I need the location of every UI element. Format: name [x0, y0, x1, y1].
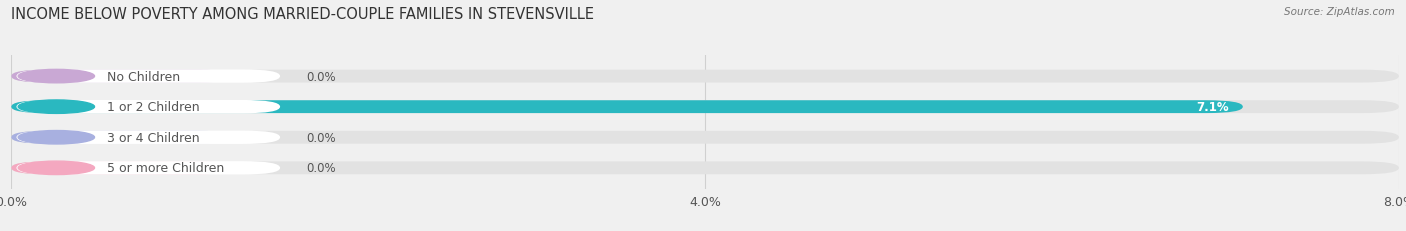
Text: 0.0%: 0.0%	[307, 131, 336, 144]
Text: Source: ZipAtlas.com: Source: ZipAtlas.com	[1284, 7, 1395, 17]
Text: 0.0%: 0.0%	[307, 162, 336, 175]
Text: 0.0%: 0.0%	[307, 70, 336, 83]
Text: 3 or 4 Children: 3 or 4 Children	[107, 131, 200, 144]
Text: 1 or 2 Children: 1 or 2 Children	[107, 101, 200, 114]
FancyBboxPatch shape	[11, 162, 235, 174]
Circle shape	[18, 161, 94, 175]
FancyBboxPatch shape	[11, 131, 1399, 144]
Text: 7.1%: 7.1%	[1197, 101, 1229, 114]
FancyBboxPatch shape	[11, 162, 1399, 174]
FancyBboxPatch shape	[17, 70, 280, 83]
FancyBboxPatch shape	[11, 70, 1399, 83]
Text: 5 or more Children: 5 or more Children	[107, 162, 224, 175]
Text: No Children: No Children	[107, 70, 180, 83]
FancyBboxPatch shape	[11, 70, 235, 83]
FancyBboxPatch shape	[17, 131, 280, 144]
FancyBboxPatch shape	[11, 101, 1243, 114]
Text: INCOME BELOW POVERTY AMONG MARRIED-COUPLE FAMILIES IN STEVENSVILLE: INCOME BELOW POVERTY AMONG MARRIED-COUPL…	[11, 7, 595, 22]
Circle shape	[18, 100, 94, 114]
FancyBboxPatch shape	[11, 131, 235, 144]
FancyBboxPatch shape	[11, 101, 1399, 114]
Circle shape	[18, 70, 94, 83]
FancyBboxPatch shape	[17, 100, 280, 114]
Circle shape	[18, 131, 94, 144]
FancyBboxPatch shape	[17, 161, 280, 175]
